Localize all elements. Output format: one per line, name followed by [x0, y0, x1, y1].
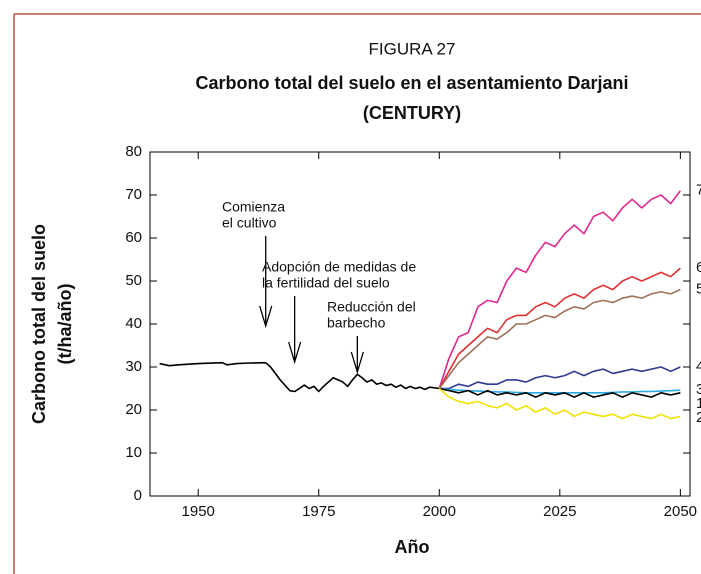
- chart-title: Carbono total del suelo en el asentamien…: [195, 73, 628, 93]
- y-axis-label: Carbono total del suelo: [29, 224, 49, 424]
- y-tick-label: 80: [125, 143, 142, 160]
- series-label: 6: [696, 259, 701, 276]
- x-tick-label: 2025: [543, 503, 576, 520]
- x-axis-label: Año: [395, 537, 430, 557]
- series-label: 4: [696, 358, 701, 375]
- series-line: [439, 366, 681, 390]
- series-line: [439, 387, 681, 394]
- y-tick-label: 60: [125, 229, 142, 246]
- series-line: [438, 190, 681, 389]
- annotation: Reducción del: [327, 299, 416, 315]
- y-tick-label: 50: [125, 272, 142, 289]
- x-tick-label: 1975: [302, 503, 335, 520]
- annotation: barbecho: [327, 315, 386, 331]
- arrow-head: [288, 341, 302, 365]
- annotation: Comienza: [222, 199, 285, 215]
- series-label: 7: [696, 182, 701, 199]
- annotation: la fertilidad del suelo: [262, 275, 390, 291]
- y-axis-label: (t/ha/año): [55, 284, 75, 365]
- series-line: [439, 387, 681, 398]
- chart-title: (CENTURY): [363, 103, 461, 123]
- series-label: 5: [696, 281, 701, 298]
- y-tick-label: 40: [125, 315, 142, 332]
- y-tick-label: 70: [125, 186, 142, 203]
- y-tick-label: 30: [125, 358, 142, 375]
- series-label: 3: [696, 381, 701, 398]
- series-label: 2: [696, 409, 701, 426]
- y-tick-label: 20: [125, 401, 142, 418]
- x-tick-label: 2000: [423, 503, 456, 520]
- figure-label: FIGURA 27: [369, 39, 456, 58]
- series-line: [438, 288, 681, 389]
- series-line: [438, 387, 681, 420]
- series-line: [159, 361, 440, 393]
- x-tick-label: 1950: [182, 503, 215, 520]
- series-line: [438, 267, 681, 389]
- y-tick-label: 10: [125, 444, 142, 461]
- series-label: 1: [696, 395, 701, 412]
- annotation: Adopción de medidas de: [262, 259, 416, 275]
- y-tick-label: 0: [134, 487, 142, 504]
- arrow-head: [350, 351, 364, 375]
- x-tick-label: 2050: [664, 503, 697, 520]
- annotation: el cultivo: [222, 215, 277, 231]
- arrow-head: [259, 305, 273, 329]
